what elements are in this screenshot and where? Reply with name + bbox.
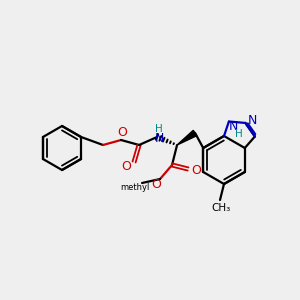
Text: methyl: methyl [120,182,150,191]
Text: O: O [191,164,201,178]
Text: CH₃: CH₃ [212,203,231,213]
Text: O: O [151,178,161,191]
Polygon shape [177,130,197,145]
Text: O: O [121,160,131,172]
Text: H: H [155,124,163,134]
Text: N: N [229,120,239,133]
Text: N: N [154,133,164,146]
Text: O: O [117,127,127,140]
Text: H: H [235,128,243,139]
Text: N: N [248,114,257,128]
